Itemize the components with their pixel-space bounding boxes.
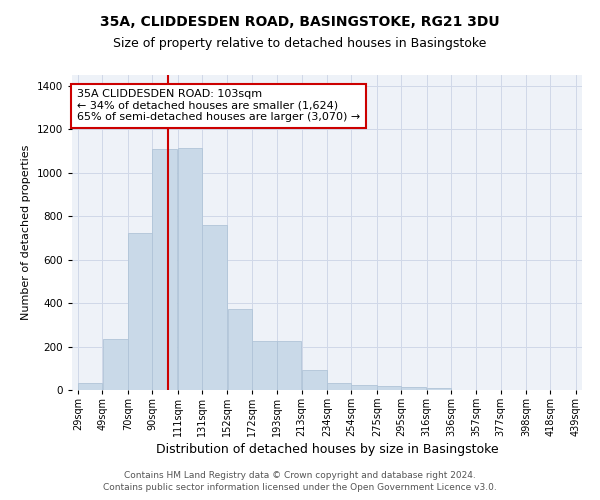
Bar [128,232,152,390]
Bar [277,341,301,390]
Text: Contains HM Land Registry data © Crown copyright and database right 2024.: Contains HM Land Registry data © Crown c… [124,471,476,480]
Bar [377,386,401,390]
Bar [103,339,128,390]
Bar [178,148,202,390]
Bar [152,149,178,390]
Text: Size of property relative to detached houses in Basingstoke: Size of property relative to detached ho… [113,38,487,51]
Bar [427,388,451,390]
Bar [401,386,427,390]
Text: 35A CLIDDESDEN ROAD: 103sqm
← 34% of detached houses are smaller (1,624)
65% of : 35A CLIDDESDEN ROAD: 103sqm ← 34% of det… [77,89,360,122]
Text: 35A, CLIDDESDEN ROAD, BASINGSTOKE, RG21 3DU: 35A, CLIDDESDEN ROAD, BASINGSTOKE, RG21 … [100,15,500,29]
Bar [252,341,277,390]
Bar [352,384,377,390]
Bar [302,370,327,390]
Bar [227,308,251,390]
Y-axis label: Number of detached properties: Number of detached properties [21,145,31,320]
Bar [327,384,351,390]
Bar [202,225,227,390]
Text: Contains public sector information licensed under the Open Government Licence v3: Contains public sector information licen… [103,484,497,492]
Bar [78,384,102,390]
X-axis label: Distribution of detached houses by size in Basingstoke: Distribution of detached houses by size … [155,444,499,456]
